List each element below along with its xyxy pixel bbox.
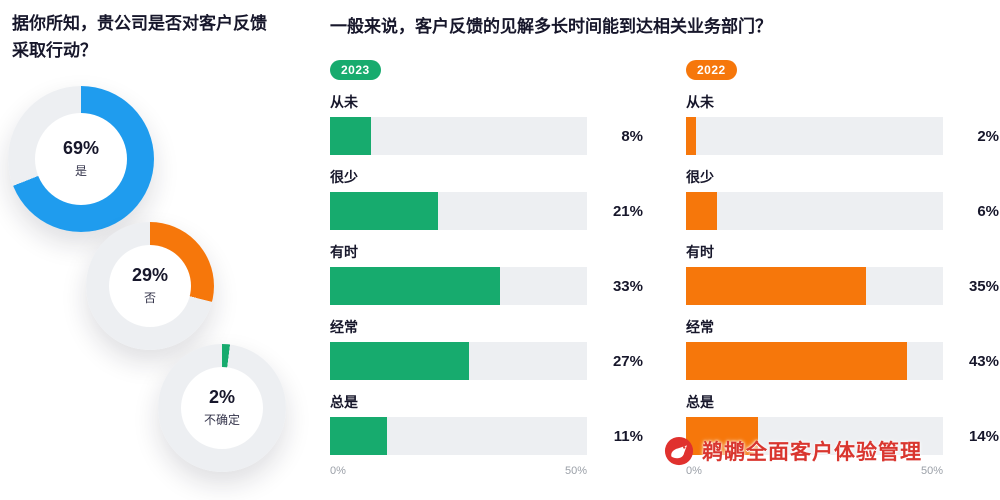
x-axis-2023: 0% 50% xyxy=(330,465,587,477)
axis-min-label: 0% xyxy=(686,465,702,477)
bar-fill xyxy=(686,267,866,305)
left-chart-title-line2: 采取行动？ xyxy=(12,41,97,61)
bar-track xyxy=(330,267,587,305)
bar-value: 35% xyxy=(968,277,999,295)
axis-max-label: 50% xyxy=(564,465,587,477)
bar-track xyxy=(686,192,943,230)
bar-value: 27% xyxy=(612,352,643,370)
bar-label: 经常 xyxy=(330,319,358,335)
bar-track xyxy=(686,342,943,380)
donut-unsure: 2% 不确定 xyxy=(158,344,286,472)
donut-no-percent: 29% xyxy=(131,265,169,286)
donut-no: 29% 否 xyxy=(86,222,214,350)
donut-unsure-percent: 2% xyxy=(208,387,235,408)
right-chart-title: 一般来说，客户反馈的见解多长时间能到达相关业务部门？ xyxy=(330,17,772,36)
bar-fill xyxy=(330,117,372,155)
bar-label: 从未 xyxy=(330,94,358,110)
bar-value: 2% xyxy=(977,127,999,145)
bar-row: 经常 43% xyxy=(686,317,1000,380)
bar-label: 有时 xyxy=(330,244,358,260)
bar-fill xyxy=(330,417,387,455)
donut-yes-label: 是 xyxy=(74,163,87,178)
bar-row: 总是 11% xyxy=(330,392,650,455)
bar-label: 总是 xyxy=(330,394,358,410)
bar-label: 从未 xyxy=(686,94,714,110)
bar-value: 14% xyxy=(968,427,999,445)
donut-unsure-label: 不确定 xyxy=(203,412,240,427)
bar-track xyxy=(330,117,587,155)
bar-fill xyxy=(686,342,908,380)
bar-value: 6% xyxy=(977,202,999,220)
bar-value: 43% xyxy=(968,352,999,370)
bar-fill xyxy=(330,342,469,380)
bar-track xyxy=(686,267,943,305)
bar-track xyxy=(330,342,587,380)
donut-unsure-center: 2% 不确定 xyxy=(181,367,263,449)
bar-value: 33% xyxy=(612,277,643,295)
donut-yes: 69% 是 xyxy=(8,86,154,232)
bar-column-2022: 2022 从未 2% 很少 6% 有时 xyxy=(686,60,1000,477)
donut-yes-center: 69% 是 xyxy=(35,113,127,205)
year-badge-2023: 2023 xyxy=(330,60,381,80)
bar-fill xyxy=(330,192,438,230)
x-axis-2022: 0% 50% xyxy=(686,465,943,477)
bar-column-2023: 2023 从未 8% 很少 21% 有时 xyxy=(330,60,650,477)
bar-value: 21% xyxy=(612,202,643,220)
bar-row: 总是 14% xyxy=(686,392,1000,455)
watermark: 鹈鹕全面客户体验管理 xyxy=(664,436,922,466)
bar-row: 很少 6% xyxy=(686,167,1000,230)
bar-track xyxy=(330,192,587,230)
bar-fill xyxy=(686,192,717,230)
watermark-text: 鹈鹕全面客户体验管理 xyxy=(702,441,922,464)
bar-fill xyxy=(686,117,697,155)
axis-min-label: 0% xyxy=(330,465,346,477)
left-chart-title-line1: 据你所知，贵公司是否对客户反馈 xyxy=(12,14,267,33)
bar-row: 有时 35% xyxy=(686,242,1000,305)
bar-track xyxy=(686,117,943,155)
bar-track xyxy=(330,417,587,455)
bar-fill xyxy=(686,417,758,455)
axis-max-label: 50% xyxy=(920,465,943,477)
bar-value: 11% xyxy=(613,427,643,445)
bar-row: 很少 21% xyxy=(330,167,650,230)
bar-label: 很少 xyxy=(330,169,358,185)
bar-row: 经常 27% xyxy=(330,317,650,380)
bar-label: 经常 xyxy=(686,319,714,335)
bar-track xyxy=(686,417,943,455)
bar-row: 从未 2% xyxy=(686,92,1000,155)
bar-row: 有时 33% xyxy=(330,242,650,305)
bar-row: 从未 8% xyxy=(330,92,650,155)
donut-yes-percent: 69% xyxy=(62,138,100,159)
bar-value: 8% xyxy=(621,127,643,145)
bar-label: 很少 xyxy=(686,169,714,185)
pelican-logo-icon xyxy=(664,436,694,466)
donut-no-label: 否 xyxy=(143,290,156,305)
donut-no-center: 29% 否 xyxy=(109,245,191,327)
bar-label: 总是 xyxy=(686,394,714,410)
left-chart-title: 据你所知，贵公司是否对客户反馈 采取行动？ xyxy=(12,10,322,64)
bar-fill xyxy=(330,267,500,305)
year-badge-2022: 2022 xyxy=(686,60,737,80)
bar-label: 有时 xyxy=(686,244,714,260)
